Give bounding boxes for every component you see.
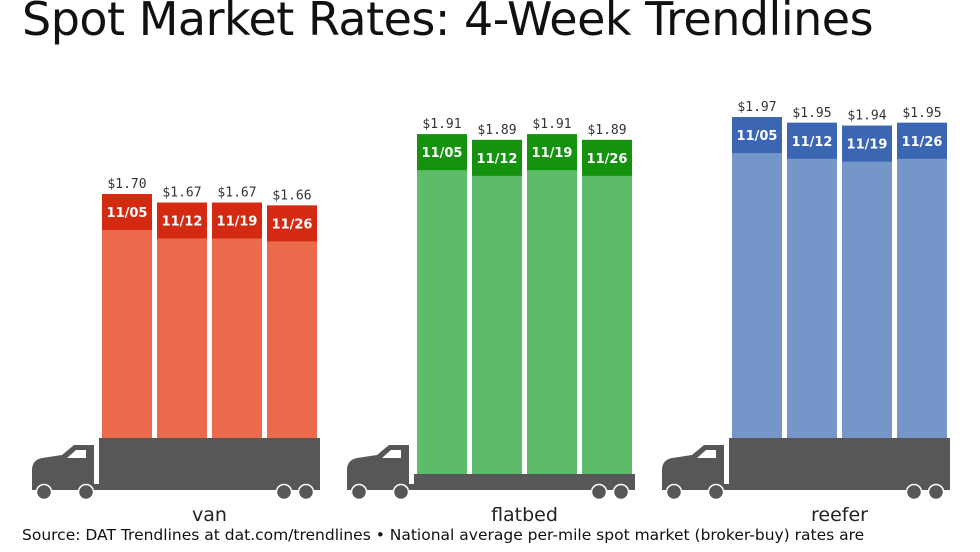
truck-wheel: [77, 483, 95, 501]
week-label-reefer-3: 11/26: [902, 135, 943, 150]
bar-group-flatbed: 11/05 $1.91 11/12 $1.89 11/19 $1.91 11/26 $1.89…: [347, 117, 635, 526]
semi-truck-icon: [662, 438, 950, 501]
truck-window: [697, 450, 716, 458]
truck-wheel: [35, 483, 53, 501]
chart-title: Spot Market Rates: 4-Week Trendlines: [22, 0, 874, 46]
bar-band-reefer-3: [897, 122, 947, 159]
week-label-reefer-2: 11/19: [847, 138, 888, 153]
value-label-reefer-3: $1.95: [902, 106, 941, 121]
value-label-flatbed-1: $1.89: [477, 123, 516, 138]
week-label-flatbed-0: 11/05: [422, 146, 463, 161]
truck-window: [67, 450, 86, 458]
bar-band-flatbed-3: [582, 139, 632, 176]
truck-wheel: [612, 483, 630, 501]
week-label-van-3: 11/26: [272, 217, 313, 232]
week-label-flatbed-3: 11/26: [587, 152, 628, 167]
value-label-van-2: $1.67: [217, 186, 256, 201]
value-label-reefer-1: $1.95: [792, 106, 831, 121]
bar-van-0: [102, 194, 152, 439]
trailer-body: [414, 474, 635, 484]
truck-wheel: [350, 483, 368, 501]
truck-wheel: [275, 483, 293, 501]
bar-band-van-1: [157, 202, 207, 239]
bar-reefer-0: [732, 117, 782, 440]
bar-band-van-0: [102, 194, 152, 230]
category-label-van: van: [192, 504, 227, 526]
value-label-reefer-2: $1.94: [847, 109, 886, 124]
truck-chassis: [32, 484, 320, 490]
week-label-van-1: 11/12: [162, 215, 203, 230]
value-label-van-1: $1.67: [162, 186, 201, 201]
bar-flatbed-0: [417, 134, 467, 475]
bar-band-flatbed-1: [472, 139, 522, 176]
week-label-van-2: 11/19: [217, 215, 258, 230]
truck-chassis: [662, 484, 950, 490]
truck-window: [382, 450, 401, 458]
value-label-van-0: $1.70: [107, 177, 146, 192]
bar-flatbed-3: [582, 139, 632, 475]
week-label-reefer-1: 11/12: [792, 135, 833, 150]
value-label-flatbed-0: $1.91: [422, 117, 461, 132]
truck-wheel: [665, 483, 683, 501]
week-label-reefer-0: 11/05: [737, 129, 778, 144]
bar-band-reefer-2: [842, 125, 892, 162]
bar-flatbed-2: [527, 134, 577, 475]
bar-group-van: 11/05 $1.70 11/12 $1.67 11/19 $1.67 11/26 $1.66…: [32, 177, 320, 526]
truck-wheel: [707, 483, 725, 501]
source-footnote: Source: DAT Trendlines at dat.com/trendl…: [22, 526, 865, 544]
truck-chassis: [347, 484, 635, 490]
bar-van-3: [267, 205, 317, 439]
truck-wheel: [590, 483, 608, 501]
category-label-reefer: reefer: [811, 504, 868, 526]
truck-wheel: [905, 483, 923, 501]
bar-van-1: [157, 202, 207, 439]
bar-band-reefer-1: [787, 122, 837, 159]
bar-band-van-2: [212, 202, 262, 239]
bar-van-2: [212, 202, 262, 439]
truck-wheel: [297, 483, 315, 501]
value-label-van-3: $1.66: [272, 188, 311, 203]
bar-band-flatbed-0: [417, 134, 467, 171]
bar-band-van-3: [267, 205, 317, 242]
semi-truck-icon: [32, 438, 320, 501]
truck-wheel: [392, 483, 410, 501]
bar-flatbed-1: [472, 139, 522, 475]
value-label-flatbed-3: $1.89: [587, 123, 626, 138]
week-label-van-0: 11/05: [107, 206, 148, 221]
value-label-reefer-0: $1.97: [737, 100, 776, 115]
bar-reefer-2: [842, 125, 892, 439]
trailer-body: [729, 438, 950, 490]
truck-wheel: [927, 483, 945, 501]
bar-band-reefer-0: [732, 117, 782, 154]
semi-truck-icon: [347, 445, 635, 501]
value-label-flatbed-2: $1.91: [532, 117, 571, 132]
bar-reefer-3: [897, 122, 947, 439]
bar-reefer-1: [787, 122, 837, 439]
trailer-body: [99, 438, 320, 490]
week-label-flatbed-2: 11/19: [532, 146, 573, 161]
category-label-flatbed: flatbed: [491, 504, 558, 526]
bar-band-flatbed-2: [527, 134, 577, 171]
bar-group-reefer: 11/05 $1.97 11/12 $1.95 11/19 $1.94 11/26 $1.95…: [662, 100, 950, 526]
week-label-flatbed-1: 11/12: [477, 152, 518, 167]
